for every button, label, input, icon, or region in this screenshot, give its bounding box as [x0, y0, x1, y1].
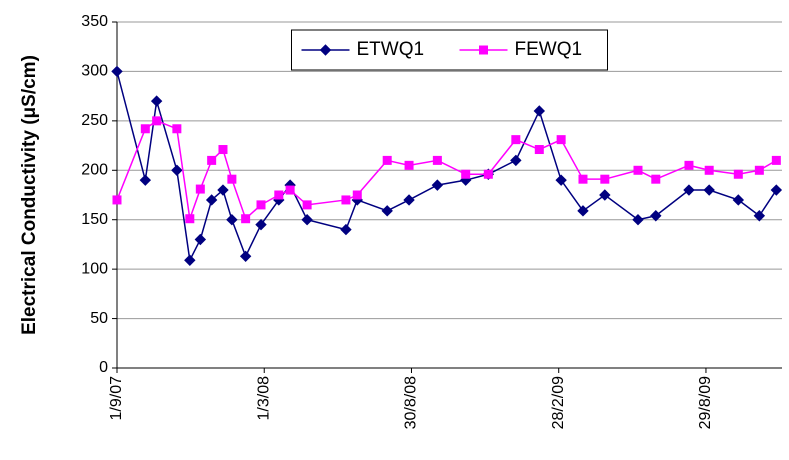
y-axis-title: Electrical Conductivity (μS/cm) [19, 55, 40, 335]
marker [651, 174, 661, 184]
marker [195, 184, 205, 194]
marker [340, 223, 352, 236]
x-tick-label: 30/8/08 [403, 376, 420, 429]
marker [207, 155, 217, 165]
marker [217, 184, 229, 196]
marker [534, 145, 544, 155]
marker [184, 254, 196, 266]
marker [483, 169, 493, 179]
marker [381, 205, 393, 217]
marker [771, 155, 781, 165]
marker [111, 65, 123, 78]
marker [112, 195, 122, 205]
marker [600, 174, 610, 184]
marker [239, 250, 252, 262]
marker [431, 179, 444, 191]
legend: ETWQ1 FEWQ1 [291, 29, 608, 71]
y-tick-label: 200 [81, 162, 108, 179]
y-tick-label: 100 [81, 260, 108, 277]
marker [650, 210, 662, 222]
marker [205, 194, 218, 206]
marker [301, 214, 313, 226]
marker [171, 164, 183, 176]
marker [194, 233, 207, 246]
marker [577, 205, 589, 217]
marker [256, 200, 266, 210]
marker [599, 189, 611, 201]
marker [404, 160, 414, 170]
marker [382, 155, 392, 165]
x-tick-label: 29/8/09 [697, 376, 714, 429]
marker [341, 195, 351, 205]
x-tick-label: 28/2/09 [550, 376, 567, 429]
marker [510, 154, 522, 167]
marker [556, 135, 566, 145]
marker [704, 165, 714, 175]
marker [461, 169, 471, 179]
x-tick-label: 1/9/07 [108, 376, 125, 421]
marker [633, 165, 643, 175]
marker [432, 155, 442, 165]
marker [703, 184, 715, 196]
marker [403, 194, 415, 206]
legend-label: ETWQ1 [357, 39, 425, 60]
legend-label: FEWQ1 [515, 39, 583, 60]
legend-marker [319, 44, 332, 56]
marker [152, 116, 162, 126]
marker [302, 200, 312, 210]
series-line [116, 71, 777, 263]
marker [285, 185, 295, 195]
y-tick-label: 0 [99, 359, 108, 376]
marker [172, 124, 182, 134]
marker [226, 214, 238, 226]
y-tick-label: 350 [81, 13, 108, 30]
marker [511, 135, 521, 145]
marker [218, 145, 228, 155]
marker [733, 169, 743, 179]
legend-marker [479, 45, 488, 55]
marker [754, 165, 764, 175]
y-tick-label: 150 [81, 211, 108, 228]
marker [255, 218, 267, 231]
marker [227, 174, 237, 184]
marker [533, 105, 546, 117]
marker [185, 214, 195, 224]
marker [732, 194, 745, 206]
marker [632, 214, 644, 226]
marker [555, 174, 567, 186]
x-tick-label: 1/3/08 [255, 376, 272, 421]
marker [241, 214, 251, 224]
marker [150, 95, 163, 107]
marker [140, 124, 150, 134]
marker [274, 190, 284, 200]
marker [352, 190, 362, 200]
y-tick-label: 250 [81, 112, 108, 129]
marker [139, 174, 152, 186]
marker [683, 184, 695, 196]
marker [684, 160, 694, 170]
y-tick-label: 300 [81, 63, 108, 80]
marker [753, 210, 766, 222]
marker [578, 174, 588, 184]
marker [770, 184, 783, 196]
y-tick-label: 50 [90, 310, 108, 327]
